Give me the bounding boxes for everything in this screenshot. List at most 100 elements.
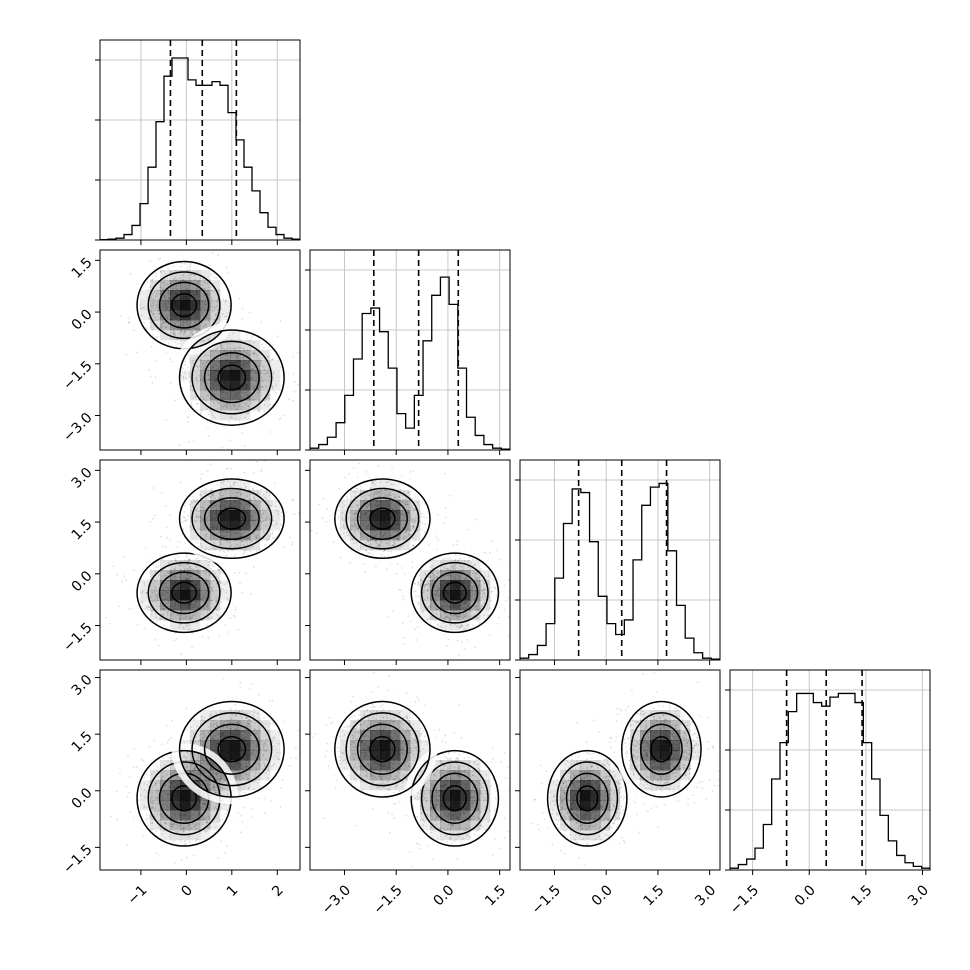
sample-point xyxy=(450,614,453,617)
sample-point xyxy=(182,516,185,519)
sample-point xyxy=(219,615,221,618)
sample-point xyxy=(240,727,243,729)
sample-point xyxy=(279,320,282,323)
sample-point xyxy=(423,531,426,533)
sample-point xyxy=(251,519,254,522)
density-cell xyxy=(380,520,391,531)
sample-point xyxy=(203,509,206,512)
density-cell xyxy=(360,510,371,521)
sample-point xyxy=(230,718,233,721)
density-cell xyxy=(260,390,271,401)
sample-point xyxy=(435,595,438,598)
density-cell xyxy=(190,340,201,351)
sample-point xyxy=(264,543,266,546)
sample-point xyxy=(459,625,462,628)
sample-point xyxy=(162,613,165,616)
sample-point xyxy=(410,620,412,623)
sample-point xyxy=(185,377,188,380)
density-cell xyxy=(160,580,171,591)
sample-point xyxy=(475,572,478,575)
sample-point xyxy=(121,580,123,583)
sample-point xyxy=(238,419,240,422)
sample-point xyxy=(476,609,479,612)
sample-point xyxy=(215,601,217,603)
sample-point xyxy=(357,527,360,530)
sample-point xyxy=(146,281,149,284)
sample-point xyxy=(141,601,144,604)
sample-point xyxy=(437,588,440,590)
sample-point xyxy=(182,321,185,324)
sample-point xyxy=(404,503,407,506)
density-cell xyxy=(200,310,211,321)
density-cell xyxy=(400,540,411,551)
sample-point xyxy=(199,773,202,776)
density-cell xyxy=(470,610,481,621)
sample-point xyxy=(166,741,169,744)
sample-point xyxy=(141,314,143,317)
sample-point xyxy=(250,593,252,596)
sample-point xyxy=(174,578,177,581)
y-tick-label: −1.5 xyxy=(60,620,95,655)
sample-point xyxy=(199,278,202,281)
sample-point xyxy=(164,321,167,324)
sample-point xyxy=(265,516,268,518)
sample-point xyxy=(192,275,195,277)
sample-point xyxy=(165,817,168,819)
sample-point xyxy=(162,585,165,588)
sample-point xyxy=(200,308,203,310)
density-cell xyxy=(240,530,251,541)
density-cell xyxy=(230,390,241,401)
sample-point xyxy=(257,534,260,537)
sample-point xyxy=(150,321,153,324)
sample-point xyxy=(452,611,455,613)
sample-point xyxy=(373,530,376,533)
sample-point xyxy=(184,330,186,333)
sample-point xyxy=(250,377,253,380)
density-cell xyxy=(210,400,221,411)
sample-point xyxy=(263,764,266,766)
density-cell xyxy=(360,500,371,511)
sample-point xyxy=(177,320,180,322)
sample-point xyxy=(193,574,196,577)
sample-point xyxy=(436,608,438,611)
sample-point xyxy=(205,309,208,312)
sample-point xyxy=(357,507,360,510)
density-cell xyxy=(170,320,181,331)
sample-point xyxy=(180,573,182,576)
sample-point xyxy=(155,360,158,362)
sample-point xyxy=(143,584,146,586)
sample-point xyxy=(207,373,210,375)
sample-point xyxy=(196,507,199,510)
sample-point xyxy=(188,616,191,619)
sample-point xyxy=(341,511,344,514)
sample-point xyxy=(188,441,190,443)
sample-point xyxy=(199,378,202,381)
sample-point xyxy=(373,540,376,543)
sample-point xyxy=(393,541,396,544)
sample-point xyxy=(392,544,395,547)
sample-point xyxy=(272,372,275,374)
sample-point xyxy=(146,296,149,299)
sample-point xyxy=(227,719,230,721)
density-cell xyxy=(350,490,361,501)
histogram-line xyxy=(520,482,720,660)
sample-point xyxy=(205,761,208,764)
sample-point xyxy=(434,608,437,611)
density-cell xyxy=(460,580,471,591)
density-cell xyxy=(180,300,191,311)
sample-point xyxy=(339,504,341,507)
sample-point xyxy=(432,578,435,581)
sample-point xyxy=(164,326,167,328)
density-cell xyxy=(190,620,201,631)
sample-point xyxy=(414,508,416,511)
sample-point xyxy=(391,483,393,486)
sample-point xyxy=(432,572,434,575)
sample-point xyxy=(191,333,194,336)
sample-point xyxy=(412,525,415,528)
sample-point xyxy=(356,510,359,512)
sample-point xyxy=(222,313,224,315)
sample-point xyxy=(191,330,193,332)
sample-point xyxy=(402,513,405,515)
sample-point xyxy=(427,544,430,546)
sample-point xyxy=(383,549,386,552)
